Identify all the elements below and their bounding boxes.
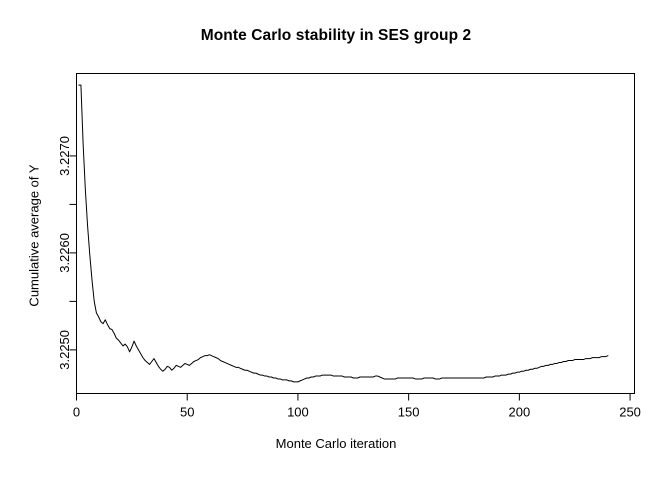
- y-axis-label: Cumulative average of Y: [26, 164, 42, 307]
- page-title: Monte Carlo stability in SES group 2: [200, 27, 472, 44]
- y-axis-ticks: 3.2250 3.2260 3.2270: [57, 136, 77, 370]
- x-tick-label: 0: [73, 405, 80, 420]
- x-tick-label: 150: [398, 405, 420, 420]
- x-tick-label: 100: [287, 405, 309, 420]
- x-tick-label: 50: [180, 405, 194, 420]
- data-series-cumulative-average: [78, 84, 609, 383]
- x-tick-label: 200: [509, 405, 531, 420]
- plot-frame: [76, 73, 635, 394]
- x-axis-label: Monte Carlo iteration: [275, 436, 397, 451]
- y-tick-label: 3.2270: [57, 136, 72, 176]
- y-tick-label: 3.2260: [57, 233, 72, 273]
- x-tick-label: 250: [619, 405, 641, 420]
- y-tick-label: 3.2250: [57, 330, 72, 370]
- x-axis-ticks: 0 50 100 150 200 250: [73, 393, 641, 420]
